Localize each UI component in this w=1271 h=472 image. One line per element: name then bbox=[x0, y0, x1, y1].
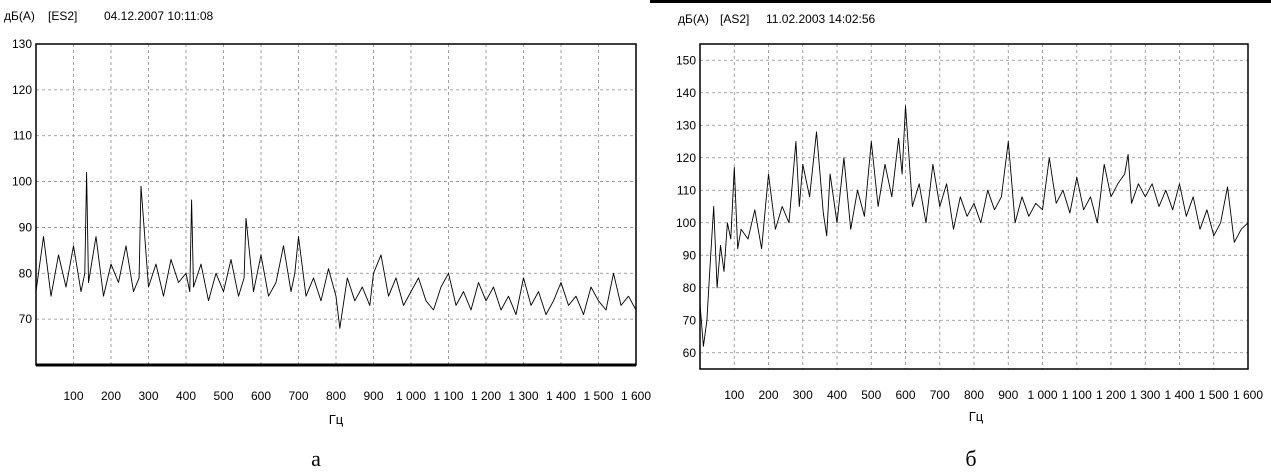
chartB-x-tick-label: 800 bbox=[964, 388, 984, 402]
chart-b-x-axis-label: Гц bbox=[969, 409, 984, 424]
chartA-x-tick-label: 1 400 bbox=[546, 389, 576, 403]
chartA-x-tick-label: 1 000 bbox=[396, 389, 426, 403]
top-border-line bbox=[650, 0, 1271, 3]
chart-b-timestamp: 11.02.2003 14:02:56 bbox=[766, 12, 876, 26]
chartB-x-tick-label: 900 bbox=[998, 388, 1018, 402]
chart-a: дБ(А) [ES2] 04.12.2007 10:11:08 70 80 90 10… bbox=[4, 9, 651, 471]
chartA-x-tick-label: 400 bbox=[176, 389, 196, 403]
chartB-y-tick-label: 150 bbox=[676, 53, 696, 67]
chartB-y-tick-label: 130 bbox=[676, 118, 696, 132]
chartB-x-tick-label: 1 100 bbox=[1062, 388, 1092, 402]
chartA-y-tick-label: 120 bbox=[12, 83, 32, 97]
chart-b-x-tick-labels: 100 200 300 400 500 600 700 800 900 1 000 1 100 1 2… bbox=[724, 388, 1263, 402]
chartB-y-tick-label: 140 bbox=[676, 86, 696, 100]
chartA-x-tick-label: 600 bbox=[251, 389, 271, 403]
chart-a-grid bbox=[36, 43, 636, 365]
chartA-y-tick-label: 90 bbox=[19, 220, 33, 234]
chartB-x-tick-label: 1 000 bbox=[1027, 388, 1057, 402]
chartA-x-tick-label: 1 100 bbox=[433, 389, 463, 403]
chartB-y-tick-label: 110 bbox=[677, 183, 696, 197]
chartB-y-tick-label: 90 bbox=[683, 248, 697, 262]
chartB-y-tick-label: 60 bbox=[683, 346, 697, 360]
chart-a-unit-label: дБ(А) bbox=[4, 9, 35, 23]
chartB-x-tick-label: 1 300 bbox=[1130, 388, 1160, 402]
chart-a-x-tick-labels: 100 200 300 400 500 600 700 800 900 1 000 1 100 1 2… bbox=[63, 389, 651, 403]
chartA-x-tick-label: 1 600 bbox=[621, 389, 651, 403]
chart-b-plot-frame bbox=[699, 43, 1249, 370]
chartA-x-tick-label: 200 bbox=[101, 389, 121, 403]
chartB-x-tick-label: 100 bbox=[724, 388, 744, 402]
chart-a-caption: а bbox=[311, 446, 321, 471]
chart-a-timestamp: 04.12.2007 10:11:08 bbox=[104, 9, 214, 23]
chart-b-y-tick-labels: 60 70 80 90 100 110 120 130 140 150 bbox=[676, 53, 696, 360]
chart-a-channel: [ES2] bbox=[48, 9, 77, 23]
chart-b-series-line bbox=[699, 105, 1249, 347]
chartA-y-tick-label: 130 bbox=[12, 37, 32, 51]
chart-b-channel: [AS2] bbox=[720, 12, 749, 26]
chartA-y-tick-label: 100 bbox=[12, 175, 32, 189]
chartA-x-tick-label: 1 300 bbox=[508, 389, 538, 403]
chartB-x-tick-label: 400 bbox=[827, 388, 847, 402]
chartB-x-tick-label: 600 bbox=[895, 388, 915, 402]
chartB-x-tick-label: 500 bbox=[861, 388, 881, 402]
chartA-x-tick-label: 500 bbox=[213, 389, 233, 403]
chartB-x-tick-label: 1 500 bbox=[1199, 388, 1229, 402]
chartA-x-tick-label: 100 bbox=[63, 389, 83, 403]
chartA-x-tick-label: 800 bbox=[326, 389, 346, 403]
chartA-x-tick-label: 300 bbox=[138, 389, 158, 403]
chartB-y-tick-label: 80 bbox=[683, 281, 697, 295]
chartB-x-tick-label: 1 600 bbox=[1233, 388, 1263, 402]
chartA-y-tick-label: 70 bbox=[19, 312, 33, 326]
chart-b-caption: б bbox=[965, 446, 976, 471]
chartB-x-tick-label: 200 bbox=[758, 388, 778, 402]
chartB-x-tick-label: 700 bbox=[930, 388, 950, 402]
chartB-y-tick-label: 100 bbox=[676, 216, 696, 230]
chartB-y-tick-label: 120 bbox=[676, 151, 696, 165]
chartB-x-tick-label: 300 bbox=[793, 388, 813, 402]
chartA-x-tick-label: 1 500 bbox=[583, 389, 613, 403]
chart-b: дБ(А) [AS2] 11.02.2003 14:02:56 60 70 80 90… bbox=[676, 12, 1263, 471]
chartA-x-tick-label: 700 bbox=[288, 389, 308, 403]
chartA-y-tick-label: 80 bbox=[19, 266, 33, 280]
chart-a-y-tick-labels: 70 80 90 100 110 120 130 bbox=[12, 37, 32, 326]
chart-b-unit-label: дБ(А) bbox=[678, 12, 709, 26]
chartA-y-tick-label: 110 bbox=[13, 129, 32, 143]
chartA-x-tick-label: 1 200 bbox=[471, 389, 501, 403]
chart-a-x-axis-label: Гц bbox=[329, 412, 344, 427]
chartB-x-tick-label: 1 400 bbox=[1164, 388, 1194, 402]
chartB-x-tick-label: 1 200 bbox=[1096, 388, 1126, 402]
chartB-y-tick-label: 70 bbox=[683, 313, 697, 327]
chartA-x-tick-label: 900 bbox=[363, 389, 383, 403]
chart-a-series-line bbox=[35, 171, 637, 329]
